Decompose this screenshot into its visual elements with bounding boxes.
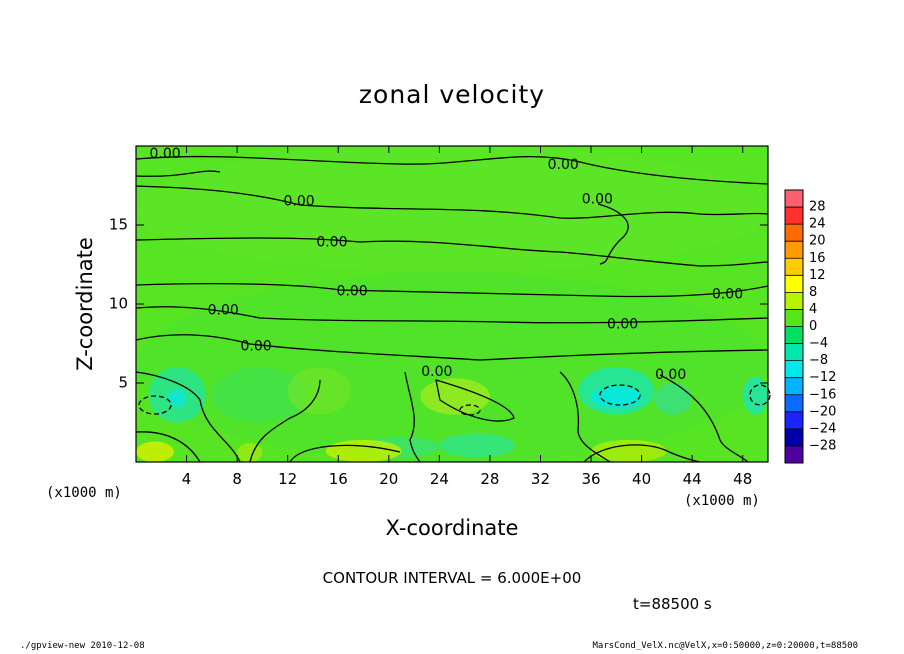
x-tick-label-12: 12: [278, 470, 297, 488]
x-tick-label-20: 20: [379, 470, 398, 488]
colorbar-segment-3: [785, 241, 803, 259]
x-tick-label-28: 28: [480, 470, 499, 488]
x-tick-label-4: 4: [182, 470, 192, 488]
x-tick-label-8: 8: [232, 470, 242, 488]
chart-title: zonal velocity: [359, 80, 545, 109]
y-axis-ticks: 5 10 15: [109, 216, 768, 392]
colorbar-segment-4: [785, 258, 803, 276]
colorbar-segment-7: [785, 309, 803, 327]
contour-label-6: 0.00: [712, 287, 743, 303]
y-tick-label-10: 10: [109, 295, 128, 313]
contour-label-2: 0.00: [283, 193, 314, 209]
colorbar-segment-5: [785, 275, 803, 293]
colorbar-segment-14: [785, 428, 803, 447]
contour-labels: 0.00 0.00 0.00 0.00 0.00 0.00 0.00 0.00 0.00 0.00…: [149, 146, 743, 383]
colorbar-segment-2: [785, 224, 803, 242]
colorbar-label-4: 12: [809, 268, 826, 283]
y-tick-label-15: 15: [109, 216, 128, 234]
colorbar-label-8: −4: [809, 336, 828, 351]
contour-label-8: 0.00: [607, 317, 638, 333]
x-tick-label-32: 32: [531, 470, 550, 488]
contour-label-9: 0.00: [240, 339, 271, 355]
colorbar-segment-11: [785, 377, 803, 396]
x-axis-label: X-coordinate: [386, 516, 519, 540]
colorbar-segment-9: [785, 343, 803, 362]
footer-right: MarsCond_VelX.nc@VelX,x=0:50000,z=0:2000…: [592, 641, 858, 651]
colorbar-label-3: 16: [809, 251, 826, 266]
x-tick-label-44: 44: [683, 470, 702, 488]
colorbar-label-5: 8: [809, 285, 817, 300]
velocity-field: [136, 146, 768, 463]
colorbar-label-10: −12: [809, 370, 836, 385]
colorbar-label-6: 4: [809, 302, 817, 317]
colorbar: 28 24 20 16 12 8 4 0 −4 −8 −12 −16 −20 −24 −28: [784, 189, 836, 464]
contour-label-7: 0.00: [208, 302, 239, 318]
colorbar-segment-10: [785, 360, 803, 379]
time-label: t=88500 s: [633, 595, 712, 613]
colorbar-segment-0: [785, 190, 803, 208]
plot-area: 0.00 0.00 0.00 0.00 0.00 0.00 0.00 0.00 0.00 0.00…: [109, 145, 771, 488]
colorbar-label-11: −16: [809, 387, 836, 402]
contour-label-10: 0.00: [421, 364, 452, 380]
colorbar-label-9: −8: [809, 353, 828, 368]
footer-left: ./gpview-new 2010-12-08: [20, 641, 145, 651]
contour-label-3: 0.00: [582, 192, 613, 208]
x-tick-label-24: 24: [430, 470, 449, 488]
x-unit-left: (x1000 m): [46, 485, 122, 501]
colorbar-label-7: 0: [809, 319, 817, 334]
contour-label-0: 0.00: [149, 146, 180, 162]
contour-lines: [135, 155, 771, 463]
contour-label-4: 0.00: [316, 234, 347, 250]
y-axis-label: Z-coordinate: [73, 237, 97, 371]
x-tick-label-16: 16: [329, 470, 348, 488]
colorbar-label-2: 20: [809, 234, 826, 249]
colorbar-label-1: 24: [809, 217, 826, 232]
colorbar-label-0: 28: [809, 200, 826, 215]
x-tick-label-40: 40: [632, 470, 651, 488]
colorbar-segment-1: [785, 207, 803, 225]
colorbar-segment-12: [785, 394, 803, 413]
contour-interval-text: CONTOUR INTERVAL = 6.000E+00: [323, 569, 582, 587]
x-tick-label-48: 48: [733, 470, 752, 488]
contour-label-11: 0.00: [655, 367, 686, 383]
x-unit-right: (x1000 m): [684, 493, 760, 509]
colorbar-label-12: −20: [809, 404, 836, 419]
colorbar-segment-6: [785, 292, 803, 310]
colorbar-segment-15: [785, 445, 803, 464]
contour-label-5: 0.00: [337, 283, 368, 299]
colorbar-label-14: −28: [809, 438, 836, 453]
colorbar-label-13: −24: [809, 421, 836, 436]
colorbar-segment-8: [785, 326, 803, 345]
x-tick-label-36: 36: [581, 470, 600, 488]
x-axis-ticks: 4 8 12 16 20 24 28 32 36 40 44 48: [182, 146, 752, 488]
contour-label-1: 0.00: [548, 157, 579, 173]
colorbar-segment-13: [785, 411, 803, 430]
y-tick-label-5: 5: [118, 374, 128, 392]
